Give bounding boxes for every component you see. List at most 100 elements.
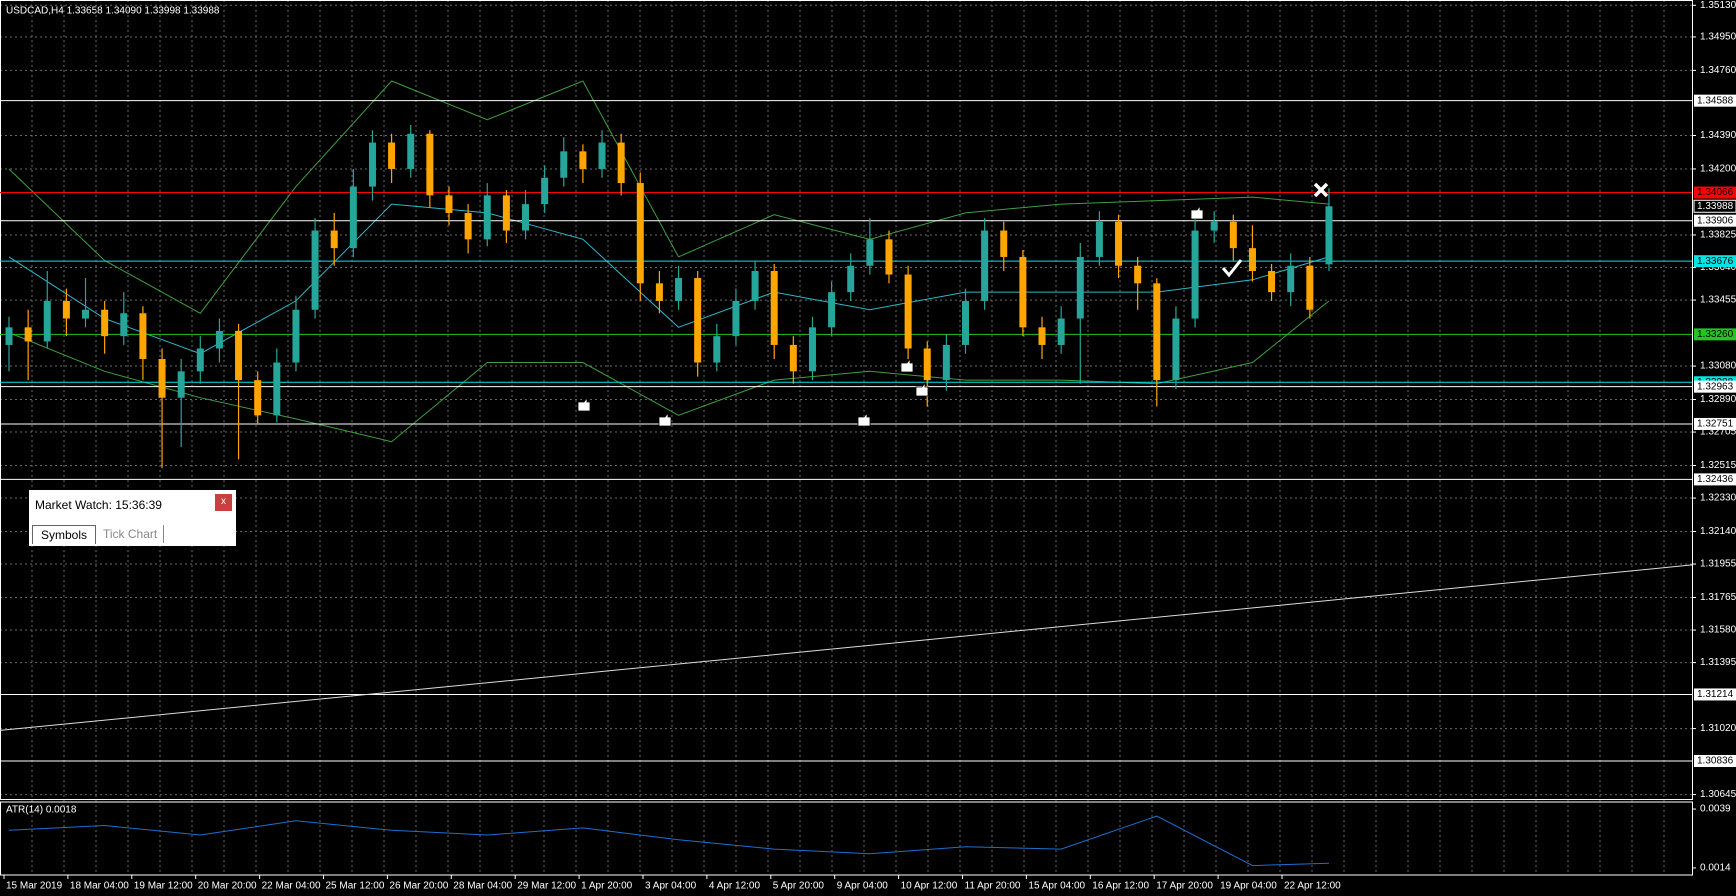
indicator-line (8, 203, 1330, 355)
candle-body (120, 313, 128, 337)
candle-body (942, 344, 950, 381)
candle-body (904, 274, 912, 349)
y-tick-label: 1.33825 (1700, 230, 1736, 241)
y-tick-label: 1.34200 (1700, 164, 1736, 175)
candle-body (770, 271, 778, 345)
candle-body (713, 336, 721, 363)
signal-icon (857, 411, 871, 427)
bid-label-box (1693, 199, 1736, 213)
candle-body (101, 309, 109, 337)
x-tick-label: 22 Mar 04:00 (262, 881, 321, 892)
candle-body (273, 362, 281, 416)
candle-body (82, 309, 90, 319)
y-tick-label: 1.34390 (1700, 130, 1736, 141)
level-label-box (1694, 186, 1736, 199)
candle-body (349, 186, 357, 249)
level-label: 1.30836 (1697, 756, 1734, 767)
candle-body (196, 348, 204, 372)
market-watch: Market Watch: 15:36:39 x Symbols Tick Ch… (29, 490, 236, 546)
candle-body (1287, 265, 1295, 293)
x-tick-label: 11 Apr 20:00 (965, 881, 1021, 892)
y-tick-label: 1.31020 (1700, 723, 1736, 734)
candle-body (522, 204, 530, 231)
candle-body (617, 142, 625, 184)
y-tick-label: 1.30645 (1700, 789, 1736, 800)
candle-body (1000, 230, 1008, 257)
x-tick-label: 22 Apr 12:00 (1284, 881, 1341, 892)
candle-body (866, 239, 874, 266)
candle-body (1191, 230, 1199, 319)
y-tick-label: 1.31395 (1700, 657, 1736, 668)
candle-body (388, 142, 396, 169)
level-label-box (1694, 688, 1736, 701)
atr-label: ATR(14) 0.0018 (6, 805, 77, 816)
level-label-box (1694, 417, 1736, 430)
candle-body (828, 292, 836, 328)
level-label: 1.32436 (1697, 474, 1734, 485)
tab[interactable]: Tick Chart (95, 525, 165, 543)
x-tick-label: 17 Apr 20:00 (1156, 881, 1213, 892)
signal-icon (658, 411, 672, 427)
candle-body (426, 133, 434, 196)
level-label-box (1694, 380, 1736, 393)
x-tick-label: 20 Mar 20:00 (198, 881, 257, 892)
main-pane (0, 0, 1693, 800)
y-tick-label: 1.32330 (1700, 493, 1736, 504)
level-label: 1.32963 (1697, 381, 1734, 392)
x-tick-label: 16 Apr 12:00 (1092, 881, 1149, 892)
candle-body (1306, 265, 1314, 310)
level-label: 1.32751 (1697, 419, 1734, 430)
candle-body (808, 327, 816, 372)
y-tick-label: 1.32140 (1700, 526, 1736, 537)
candle-body (1268, 271, 1276, 293)
atr-line (8, 815, 1330, 867)
candle-body (1115, 221, 1123, 266)
y-tick-label: 1.35130 (1700, 0, 1736, 11)
candle-body (177, 371, 185, 398)
y-tick-label: 1.34950 (1700, 32, 1736, 43)
level-label-box (1694, 328, 1736, 341)
y-tick-label: 1.31580 (1700, 625, 1736, 636)
y-tick-label: 1.32515 (1700, 460, 1736, 471)
x-tick-label: 4 Apr 12:00 (709, 881, 761, 892)
tab[interactable]: Symbols (32, 525, 97, 544)
candle-body (483, 195, 491, 240)
level-label: 1.34066 (1697, 187, 1734, 198)
candle-body (751, 271, 759, 301)
x-tick-label: 25 Mar 12:00 (326, 881, 385, 892)
cross-icon (1313, 182, 1329, 198)
candle-body (24, 327, 32, 342)
y-tick-label: 1.33640 (1700, 262, 1736, 273)
candle-body (502, 195, 510, 231)
candle-body (1210, 221, 1218, 231)
candle-body (1095, 221, 1103, 257)
level-label: 1.33260 (1697, 329, 1734, 340)
signal-icon (915, 381, 929, 397)
close-button[interactable]: x (215, 494, 232, 511)
candle-body (732, 300, 740, 337)
candle-body (636, 183, 644, 284)
atr-tick-label: 0.0014 (1700, 863, 1731, 874)
candle-body (464, 212, 472, 240)
candle-body (655, 283, 663, 301)
level-label-box (1694, 473, 1736, 486)
candle-body (292, 309, 300, 363)
candle-body (215, 330, 223, 349)
y-tick-label: 1.31765 (1700, 592, 1736, 603)
y-tick-label: 1.31955 (1700, 559, 1736, 570)
level-label-box (1694, 255, 1736, 268)
x-tick-label: 29 Mar 12:00 (517, 881, 576, 892)
level-label-box (1694, 214, 1736, 227)
y-tick-label: 1.32890 (1700, 394, 1736, 405)
candle-body (847, 265, 855, 293)
x-tick-label: 3 Apr 04:00 (645, 881, 697, 892)
candle-body (541, 177, 549, 205)
bid-label: 1.33988 (1697, 201, 1734, 212)
x-tick-label: 28 Mar 04:00 (453, 881, 512, 892)
candle-body (1019, 256, 1027, 328)
y-tick-label: 1.34760 (1700, 65, 1736, 76)
x-tick-label: 1 Apr 20:00 (581, 881, 633, 892)
level-label: 1.31214 (1697, 689, 1734, 700)
candle-body (962, 300, 969, 345)
